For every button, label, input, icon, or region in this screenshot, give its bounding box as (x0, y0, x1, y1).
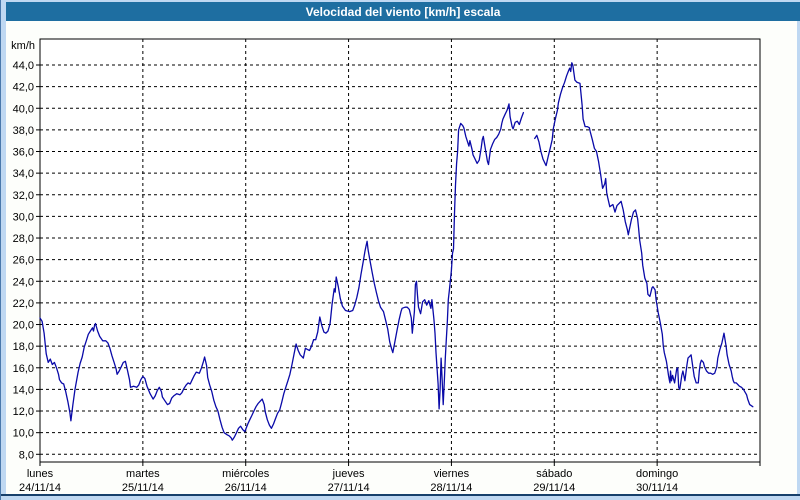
chart-title: Velocidad del viento [km/h] escala (305, 4, 501, 19)
y-tick-label: 34,0 (13, 168, 34, 180)
window-frame-right (797, 0, 800, 500)
x-day-label: jueves (332, 468, 365, 480)
title-bar: Velocidad del viento [km/h] escala (6, 2, 800, 21)
x-date-label: 30/11/14 (636, 482, 678, 494)
window-frame-bottom-line (0, 494, 800, 496)
y-tick-label: 8,0 (19, 449, 34, 461)
y-axis-unit-label: km/h (11, 40, 35, 52)
window-frame-left-line (0, 0, 1, 500)
x-day-label: miércoles (222, 468, 270, 480)
y-tick-label: 24,0 (13, 276, 34, 288)
x-day-label: lunes (27, 468, 54, 480)
x-day-label: sábado (536, 468, 572, 480)
y-tick-label: 10,0 (13, 428, 34, 440)
x-day-label: domingo (636, 468, 678, 480)
x-date-label: 25/11/14 (122, 482, 164, 494)
window-frame-bottom (0, 495, 800, 500)
wind-speed-series (39, 103, 525, 441)
window-frame-left (0, 0, 6, 500)
y-tick-label: 20,0 (13, 320, 34, 332)
y-tick-label: 14,0 (13, 384, 34, 396)
y-tick-label: 22,0 (13, 298, 34, 310)
x-date-label: 29/11/14 (533, 482, 575, 494)
y-tick-label: 30,0 (13, 211, 34, 223)
x-day-label: martes (126, 468, 160, 480)
y-tick-label: 16,0 (13, 363, 34, 375)
x-date-label: 28/11/14 (430, 482, 472, 494)
x-date-label: 26/11/14 (225, 482, 267, 494)
x-date-label: 27/11/14 (328, 482, 370, 494)
plot-area (39, 38, 761, 463)
y-tick-label: 42,0 (13, 82, 34, 94)
y-tick-label: 44,0 (13, 60, 34, 72)
y-tick-label: 36,0 (13, 147, 34, 159)
x-day-label: viernes (434, 468, 470, 480)
y-tick-label: 26,0 (13, 255, 34, 267)
y-tick-label: 18,0 (13, 341, 34, 353)
wind-speed-series (534, 62, 754, 408)
window-frame-top (0, 0, 800, 2)
x-date-label: 24/11/14 (19, 482, 61, 494)
y-tick-label: 40,0 (13, 103, 34, 115)
y-tick-label: 12,0 (13, 406, 34, 418)
y-tick-label: 38,0 (13, 125, 34, 137)
y-tick-label: 32,0 (13, 190, 34, 202)
y-tick-label: 28,0 (13, 233, 34, 245)
